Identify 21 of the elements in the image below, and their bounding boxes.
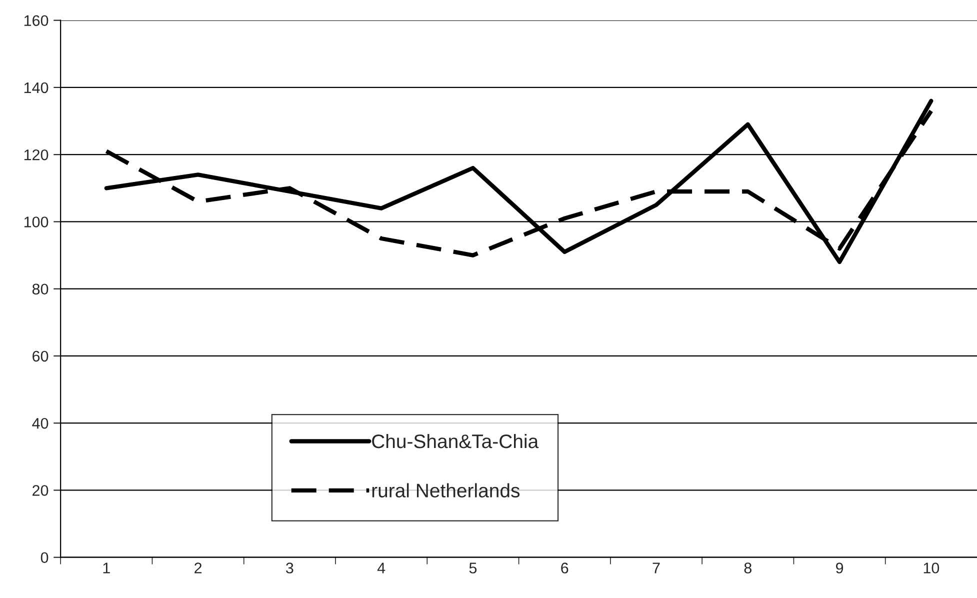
y-tick-label: 60 [32, 350, 48, 362]
y-tick-label: 140 [24, 82, 48, 94]
x-tick-label: 6 [561, 562, 568, 574]
x-tick-label: 10 [924, 562, 940, 574]
legend-label: rural Netherlands [372, 483, 520, 498]
x-tick-label: 9 [836, 562, 844, 574]
x-tick-label: 1 [103, 562, 110, 574]
x-tick-label: 5 [469, 562, 477, 574]
y-tick-label: 80 [32, 284, 48, 295]
x-tick-label: 2 [194, 562, 202, 574]
y-tick-label: 40 [32, 418, 48, 429]
x-tick-label: 7 [652, 562, 660, 574]
x-tick-label: 3 [286, 562, 294, 574]
y-tick-label: 120 [24, 149, 48, 160]
y-tick-label: 20 [32, 485, 48, 496]
legend-label: Chu-Shan&Ta-Chia [372, 434, 539, 448]
y-tick-label: 160 [24, 15, 48, 26]
y-tick-label: 0 [40, 552, 48, 564]
x-tick-label: 4 [377, 562, 386, 574]
x-tick-label: 8 [744, 562, 752, 574]
y-tick-label: 100 [24, 216, 48, 228]
